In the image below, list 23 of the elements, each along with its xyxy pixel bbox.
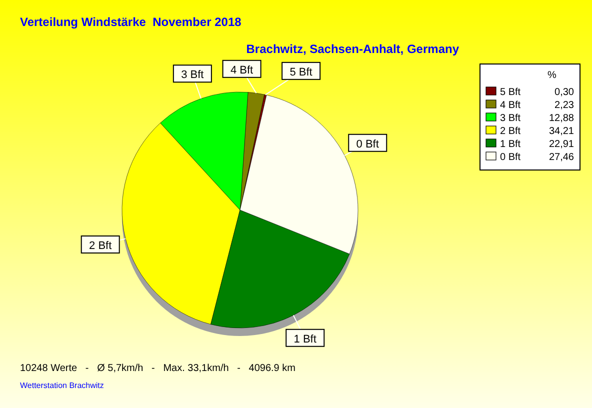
data-label: 22,91 — [548, 139, 574, 150]
slice-label: 4 Bft — [230, 64, 254, 76]
chart-title: Verteilung Windstärke November 2018 — [20, 15, 242, 29]
legend-label: 5 Bft — [500, 87, 521, 98]
legend-label: 0 Bft — [500, 152, 521, 163]
chart-subtitle: Brachwitz, Sachsen-Anhalt, Germany — [246, 42, 460, 56]
text: Wetterstation Brachwitz — [20, 381, 104, 390]
data-label: 27,46 — [548, 152, 574, 163]
legend-label: 2 Bft — [500, 126, 521, 137]
slice-label: 1 Bft — [294, 333, 316, 346]
slice-label: 5 Bft — [290, 66, 312, 78]
legend-label: 3 Bft — [500, 113, 521, 124]
data-label: 12,88 — [548, 113, 574, 124]
slice-label: 3 Bft — [181, 69, 204, 82]
data-label: 0,30 — [554, 87, 574, 98]
slice-label: 2 Bft — [89, 240, 112, 252]
data-label: 34,21 — [548, 126, 574, 137]
slice-label: 0 Bft — [356, 138, 379, 150]
data-label: 2,23 — [554, 100, 574, 111]
legend-label: 1 Bft — [500, 139, 521, 150]
text: 10248 Werte - Ø 5,7km/h - Max. 33,1km/h - 4096.9 km — [20, 363, 296, 374]
legend-title: % — [548, 70, 557, 81]
legend-label: 4 Bft — [500, 100, 521, 111]
